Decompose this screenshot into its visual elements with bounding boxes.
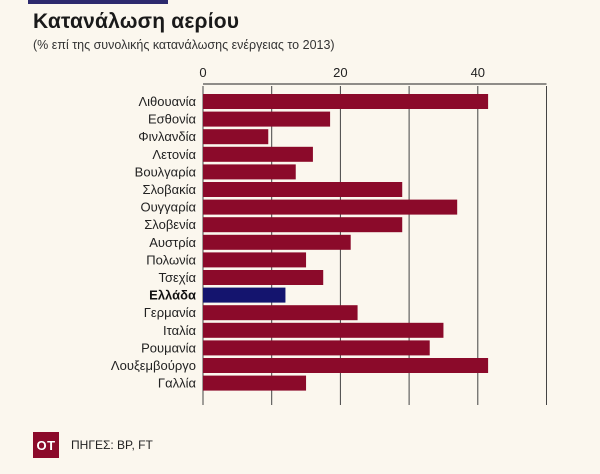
ot-logo: OT <box>33 432 59 458</box>
bar <box>203 164 296 180</box>
bar <box>203 111 331 127</box>
x-tick-label: 40 <box>471 65 485 80</box>
category-label: Ουγγαρία <box>140 200 196 215</box>
bar <box>203 340 430 356</box>
chart-title: Κατανάλωση αερίου <box>33 10 240 33</box>
bar <box>203 129 269 145</box>
category-label: Σλοβακία <box>143 182 197 197</box>
category-label: Ιταλία <box>163 323 196 338</box>
category-label: Λετονία <box>152 147 196 162</box>
bar <box>203 322 444 338</box>
category-label: Τσεχία <box>158 270 196 285</box>
category-label: Λουξεμβούργο <box>111 358 196 373</box>
bar <box>203 234 351 250</box>
category-label: Αυστρία <box>149 235 196 250</box>
x-tick-label: 20 <box>333 65 347 80</box>
category-label: Λιθουανία <box>138 94 196 109</box>
source-note: ΠΗΓΕΣ: BP, FT <box>71 438 153 452</box>
bar <box>203 358 489 373</box>
bar <box>203 287 286 303</box>
category-label: Πολωνία <box>146 252 196 267</box>
bar <box>203 182 403 197</box>
bar <box>203 375 307 391</box>
bar <box>203 146 313 162</box>
bar <box>203 270 324 285</box>
category-label: Γερμανία <box>144 305 197 320</box>
bar <box>203 305 358 321</box>
accent-line <box>28 0 168 4</box>
category-label: Φινλανδία <box>138 129 196 144</box>
chart-subtitle: (% επί της συνολικής κατανάλωσης ενέργει… <box>33 38 335 52</box>
category-label: Ελλάδα <box>149 288 196 303</box>
category-label: Γαλλία <box>158 376 197 391</box>
category-label: Εσθονία <box>148 112 197 127</box>
bar <box>203 199 458 215</box>
x-tick-label: 0 <box>199 65 206 80</box>
category-label: Ρουμανία <box>141 340 196 355</box>
bar <box>203 94 489 109</box>
category-label: Σλοβενία <box>144 217 196 232</box>
bar <box>203 217 403 233</box>
footer: OT ΠΗΓΕΣ: BP, FT <box>33 432 153 458</box>
bar <box>203 252 307 268</box>
category-label: Βουλγαρία <box>135 164 197 179</box>
